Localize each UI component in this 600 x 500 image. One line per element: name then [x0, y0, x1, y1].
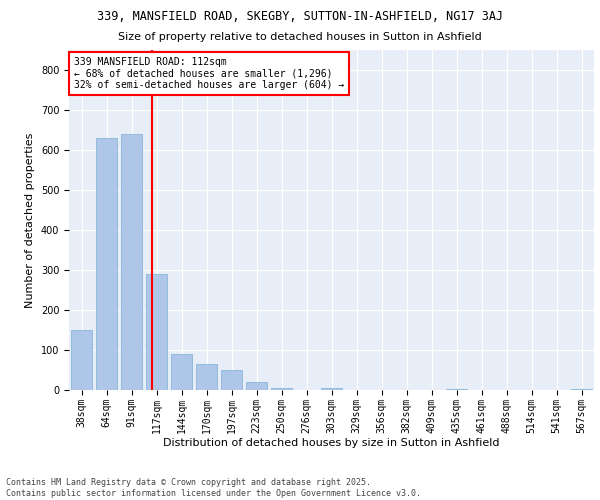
- Bar: [121, 134, 142, 390]
- Bar: [571, 389, 592, 390]
- Text: 339 MANSFIELD ROAD: 112sqm
← 68% of detached houses are smaller (1,296)
32% of s: 339 MANSFIELD ROAD: 112sqm ← 68% of deta…: [74, 57, 344, 90]
- Y-axis label: Number of detached properties: Number of detached properties: [25, 132, 35, 308]
- Bar: [321, 388, 342, 390]
- Text: Size of property relative to detached houses in Sutton in Ashfield: Size of property relative to detached ho…: [118, 32, 482, 42]
- Bar: [171, 354, 192, 390]
- Text: Contains HM Land Registry data © Crown copyright and database right 2025.
Contai: Contains HM Land Registry data © Crown c…: [6, 478, 421, 498]
- Bar: [246, 382, 267, 390]
- Bar: [446, 389, 467, 390]
- Bar: [221, 370, 242, 390]
- Bar: [96, 138, 117, 390]
- Bar: [146, 274, 167, 390]
- Bar: [71, 330, 92, 390]
- Bar: [196, 364, 217, 390]
- Bar: [271, 388, 292, 390]
- X-axis label: Distribution of detached houses by size in Sutton in Ashfield: Distribution of detached houses by size …: [163, 438, 500, 448]
- Text: 339, MANSFIELD ROAD, SKEGBY, SUTTON-IN-ASHFIELD, NG17 3AJ: 339, MANSFIELD ROAD, SKEGBY, SUTTON-IN-A…: [97, 10, 503, 23]
